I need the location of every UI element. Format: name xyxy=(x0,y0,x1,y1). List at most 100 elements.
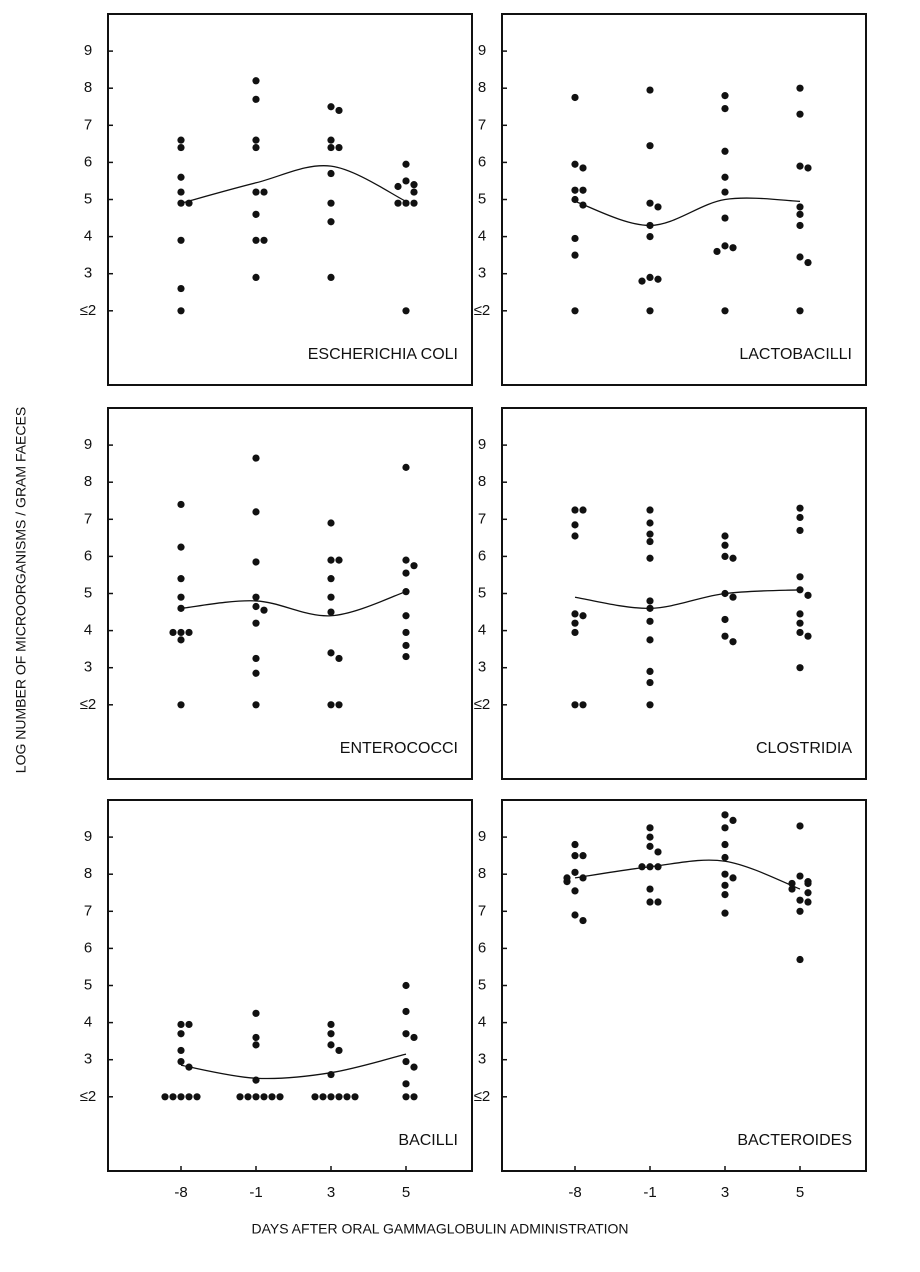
y-tick-label: 3 xyxy=(84,659,92,676)
data-point xyxy=(252,1041,260,1049)
x-tick-label: 3 xyxy=(721,1184,729,1201)
trend-line xyxy=(574,197,801,227)
data-point xyxy=(177,1093,185,1101)
y-tick-label: 7 xyxy=(478,902,486,919)
y-tick-label: ≤2 xyxy=(80,1088,97,1105)
data-point xyxy=(788,885,796,893)
data-point xyxy=(571,195,579,204)
data-point xyxy=(729,874,737,882)
y-tick-label: 4 xyxy=(478,1014,486,1031)
data-point xyxy=(410,1063,418,1071)
data-point xyxy=(327,1020,335,1029)
data-point xyxy=(410,188,418,196)
data-point xyxy=(571,628,579,637)
data-point xyxy=(244,1093,252,1101)
data-point xyxy=(252,1009,260,1017)
data-point xyxy=(402,199,410,207)
data-point xyxy=(571,840,579,849)
data-point xyxy=(260,1093,268,1101)
y-tick-label: 8 xyxy=(84,79,92,96)
y-tick-label: 5 xyxy=(478,584,486,601)
data-point xyxy=(252,602,260,611)
data-point xyxy=(335,701,343,709)
y-tick-label: ≤2 xyxy=(474,302,491,319)
data-point xyxy=(252,454,260,462)
data-point xyxy=(804,164,812,172)
data-point xyxy=(646,142,654,150)
y-tick-label: 3 xyxy=(84,265,92,282)
y-tick-label: 3 xyxy=(84,1051,92,1068)
data-point xyxy=(327,1030,335,1038)
data-point xyxy=(654,898,662,906)
y-tick-label: 4 xyxy=(84,1014,92,1031)
data-point xyxy=(402,307,410,315)
data-point xyxy=(796,619,804,627)
x-axis-label: DAYS AFTER ORAL GAMMAGLOBULIN ADMINISTRA… xyxy=(251,1221,628,1237)
panel-label: BACILLI xyxy=(398,1132,458,1149)
data-point xyxy=(579,874,587,882)
y-tick-label: 5 xyxy=(478,190,486,207)
data-point xyxy=(796,110,804,118)
y-tick-label: 4 xyxy=(478,228,486,245)
y-tick-label: 7 xyxy=(84,510,92,527)
data-point xyxy=(729,816,737,825)
data-point xyxy=(410,1093,418,1101)
data-point xyxy=(721,853,729,862)
data-point xyxy=(729,554,737,562)
data-point xyxy=(796,210,804,218)
data-point xyxy=(721,632,729,640)
data-point xyxy=(177,701,185,709)
data-point xyxy=(646,537,654,546)
data-point xyxy=(327,649,335,657)
data-point xyxy=(804,889,812,897)
data-point xyxy=(252,77,260,85)
data-point xyxy=(796,203,804,211)
y-tick-label: 8 xyxy=(478,79,486,96)
data-point xyxy=(721,615,729,624)
data-point xyxy=(646,506,654,514)
data-point xyxy=(721,307,729,315)
y-tick-label: 3 xyxy=(478,1051,486,1068)
data-point xyxy=(654,275,662,283)
data-point xyxy=(646,667,654,676)
data-point xyxy=(177,1030,185,1038)
data-point xyxy=(327,199,335,207)
data-point xyxy=(335,106,343,115)
data-point xyxy=(571,251,579,259)
y-tick-label: 7 xyxy=(84,116,92,133)
data-point xyxy=(402,652,410,661)
data-point xyxy=(571,868,579,876)
data-point xyxy=(252,654,260,663)
y-tick-label: 5 xyxy=(478,976,486,993)
data-point xyxy=(402,1007,410,1016)
y-tick-label: ≤2 xyxy=(80,302,97,319)
data-point xyxy=(563,878,571,886)
data-point xyxy=(796,221,804,230)
data-point xyxy=(646,530,654,538)
data-point xyxy=(646,842,654,850)
data-point xyxy=(646,617,654,625)
data-point xyxy=(402,463,410,471)
data-point xyxy=(721,214,729,222)
data-point xyxy=(327,218,335,226)
data-point xyxy=(721,909,729,917)
data-point xyxy=(177,284,185,293)
data-point xyxy=(571,911,579,919)
data-point xyxy=(646,701,654,709)
data-point xyxy=(185,1020,193,1029)
data-point xyxy=(169,1093,177,1101)
y-tick-label: 7 xyxy=(84,902,92,919)
data-point xyxy=(236,1093,244,1101)
panel-frame xyxy=(107,799,473,1172)
data-point xyxy=(335,1046,343,1055)
data-point xyxy=(327,519,335,527)
data-point xyxy=(351,1093,359,1101)
data-point xyxy=(177,543,185,551)
y-tick-label: 6 xyxy=(478,547,486,564)
panel-label: ENTEROCOCCI xyxy=(340,740,458,757)
data-point xyxy=(327,273,335,282)
y-tick-label: 9 xyxy=(84,828,92,845)
data-point xyxy=(579,916,587,925)
data-point xyxy=(796,628,804,637)
data-point xyxy=(252,701,260,709)
